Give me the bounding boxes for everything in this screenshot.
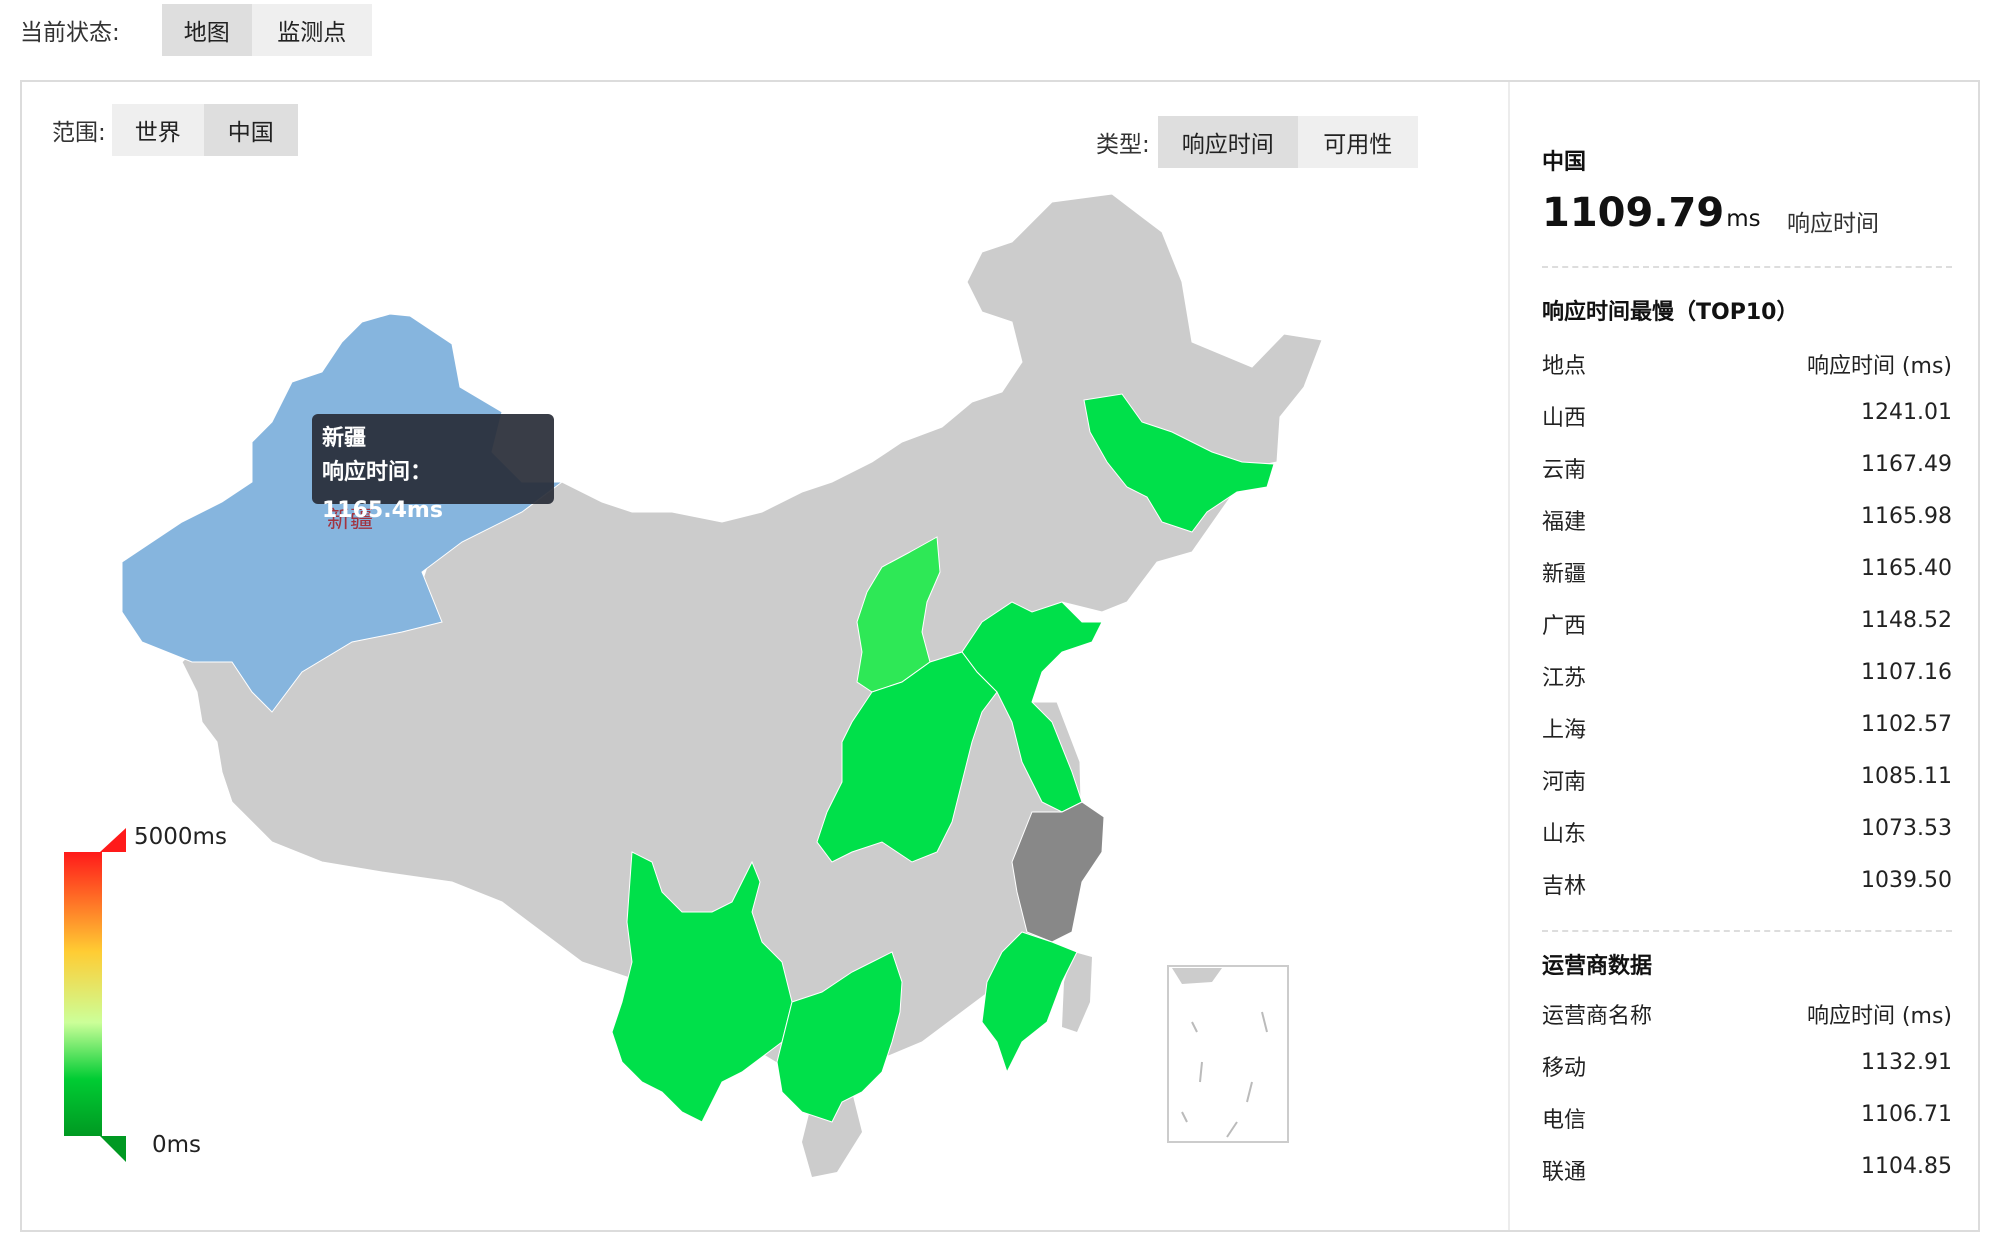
legend-max-label: 5000ms [134,824,227,850]
tab-map[interactable]: 地图 [161,4,252,56]
divider-dashed [1542,930,1952,932]
row-location: 广西 [1542,614,1587,639]
row-value: 1104.85 [1861,1154,1952,1179]
row-value: 1167.49 [1861,452,1952,477]
row-carrier: 电信 [1542,1108,1587,1133]
table-row: 联通 1104.85 [1542,1154,1952,1185]
top10-header-time: 响应时间 (ms) [1806,354,1952,379]
map-region-fujian[interactable] [981,931,1078,1074]
carriers-header-name: 运营商名称 [1542,1004,1653,1029]
type-availability-button[interactable]: 可用性 [1297,116,1418,168]
table-row: 山西 1241.01 [1542,400,1952,431]
map-panel: 范围: 世界 中国 类型: 响应时间 可用性 5000ms 0ms 新疆 新疆 … [20,80,1980,1232]
type-response-time-button[interactable]: 响应时间 [1157,116,1298,168]
map-tooltip: 新疆 响应时间：1165.4ms [312,414,554,523]
table-row: 电信 1106.71 [1542,1102,1952,1133]
tab-monitor-points[interactable]: 监测点 [251,4,372,56]
map-region-zhejiang[interactable] [1011,801,1105,943]
table-row: 广西 1148.52 [1542,608,1952,639]
row-value: 1241.01 [1861,400,1952,425]
type-label: 类型: [1096,132,1150,158]
tooltip-value: 响应时间：1165.4ms [322,460,443,523]
divider-dashed [1542,266,1952,268]
map-region-henan[interactable] [816,651,998,863]
row-value: 1102.57 [1861,712,1952,737]
legend-min-handle[interactable] [100,1136,126,1162]
legend-max-handle[interactable] [100,828,126,852]
row-location: 福建 [1542,510,1587,535]
scope-world-button[interactable]: 世界 [111,104,204,156]
table-row: 河南 1085.11 [1542,764,1952,795]
summary-value: 1109.79 ms [1542,190,1761,236]
row-carrier: 联通 [1542,1160,1587,1185]
china-map [64,193,1323,1177]
row-value: 1106.71 [1861,1102,1952,1127]
panel-divider [1508,82,1510,1230]
row-value: 1085.11 [1861,764,1952,789]
row-value: 1039.50 [1861,868,1952,893]
row-value: 1132.91 [1861,1050,1952,1075]
row-location: 上海 [1542,718,1587,743]
carriers-header-time: 响应时间 (ms) [1806,1004,1952,1029]
row-location: 吉林 [1542,874,1587,899]
type-selector: 类型: 响应时间 可用性 [1096,116,1418,168]
legend-min-label: 0ms [152,1132,202,1158]
row-location: 河南 [1542,770,1587,795]
status-bar: 当前状态: 地图 监测点 [20,4,372,56]
top10-title: 响应时间最慢（TOP10） [1542,300,1799,325]
scope-china-button[interactable]: 中国 [203,104,298,156]
table-row: 云南 1167.49 [1542,452,1952,483]
summary-number: 1109.79 [1542,190,1725,236]
summary-metric: 响应时间 [1787,211,1879,237]
map-label-xinjiang: 新疆 [327,507,373,533]
table-row: 移动 1132.91 [1542,1050,1952,1081]
south-china-sea-inset [1167,965,1289,1143]
legend-gradient-bar [64,852,102,1136]
map-region-shandong[interactable] [961,601,1103,813]
row-value: 1148.52 [1861,608,1952,633]
row-location: 云南 [1542,458,1587,483]
carriers-header: 运营商名称 响应时间 (ms) [1542,998,1952,1029]
summary-unit: ms [1726,206,1761,232]
row-location: 山东 [1542,822,1587,847]
table-row: 福建 1165.98 [1542,504,1952,535]
carriers-title: 运营商数据 [1542,954,1653,979]
table-row: 新疆 1165.40 [1542,556,1952,587]
scope-label: 范围: [52,120,106,146]
row-carrier: 移动 [1542,1056,1587,1081]
table-row: 江苏 1107.16 [1542,660,1952,691]
status-tabs: 地图 监测点 [161,4,372,56]
table-row: 山东 1073.53 [1542,816,1952,847]
row-value: 1165.98 [1861,504,1952,529]
tooltip-title: 新疆 [322,426,367,451]
map-region-guangxi[interactable] [776,951,903,1123]
row-location: 山西 [1542,406,1587,431]
row-value: 1165.40 [1861,556,1952,581]
top10-header: 地点 响应时间 (ms) [1542,348,1952,379]
table-row: 吉林 1039.50 [1542,868,1952,899]
map-region-taiwan[interactable] [1062,952,1092,1032]
status-label: 当前状态: [20,20,120,46]
row-location: 新疆 [1542,562,1587,587]
summary-region: 中国 [1542,150,1587,175]
row-value: 1073.53 [1861,816,1952,841]
row-value: 1107.16 [1861,660,1952,685]
scope-selector: 范围: 世界 中国 [52,104,298,156]
top10-header-location: 地点 [1542,354,1587,379]
table-row: 上海 1102.57 [1542,712,1952,743]
row-location: 江苏 [1542,666,1587,691]
map-region-jilin[interactable] [1083,393,1275,533]
